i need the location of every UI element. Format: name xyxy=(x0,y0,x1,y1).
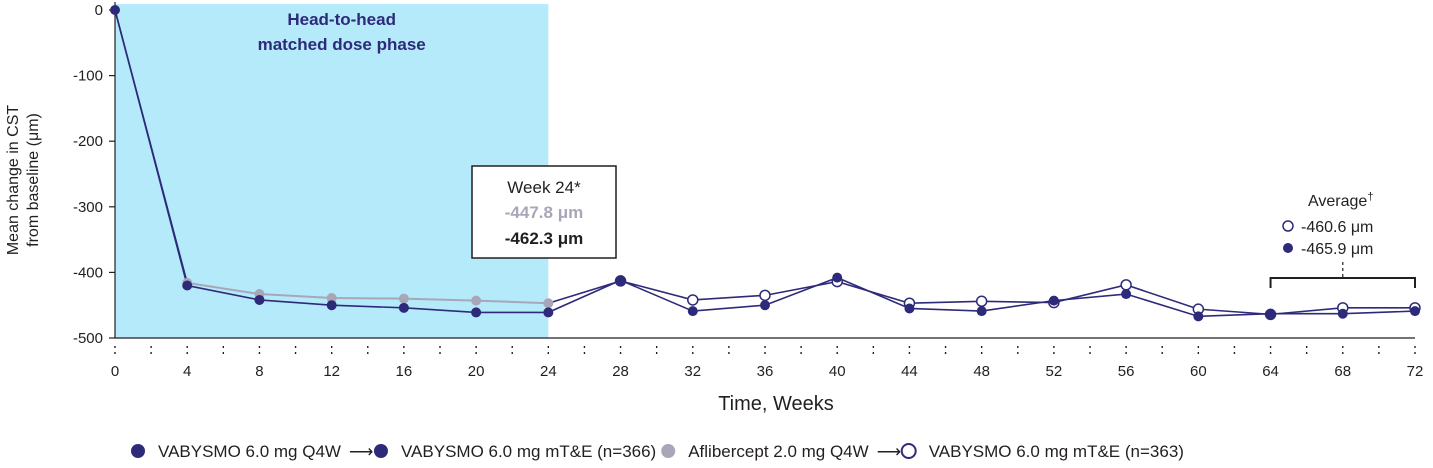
x-tick-label: 68 xyxy=(1334,363,1351,380)
legend-label: VABYSMO 6.0 mg mT&E (n=366) xyxy=(401,442,656,461)
average-title-text: Average xyxy=(1308,193,1367,210)
y-tick-label: -200 xyxy=(73,133,103,150)
average-title: Average† xyxy=(1308,191,1373,210)
legend-arrow: ⟶ xyxy=(349,442,373,461)
x-ticks: 0 4 8 12 16 20 24 28 32 36 40 44 48 52 56 60 64 68 72 xyxy=(111,346,1424,380)
phase-label-line-1: Head-to-head xyxy=(287,10,396,29)
aflibercept-point xyxy=(975,295,988,308)
vabysmo-point xyxy=(832,272,843,283)
y-tick-label: -300 xyxy=(73,199,103,216)
average-bracket xyxy=(1269,277,1416,288)
legend-marker xyxy=(373,444,388,458)
vabysmo-point xyxy=(1193,311,1204,322)
y-tick-label: -100 xyxy=(73,68,103,85)
x-tick-label: 48 xyxy=(973,363,990,380)
y-axis-label-line-2: from baseline (μm) xyxy=(25,113,42,247)
x-tick-label: 56 xyxy=(1118,363,1135,380)
y-tick-label: -500 xyxy=(73,330,103,347)
legend-marker xyxy=(661,444,676,458)
vabysmo-point xyxy=(1410,306,1420,317)
y-tick-label: 0 xyxy=(95,2,103,19)
week-24-aflibercept-value: -447.8 μm xyxy=(505,203,583,222)
vabysmo-point xyxy=(1048,295,1059,306)
phase-label-line-2: matched dose phase xyxy=(258,35,426,54)
x-tick-label: 12 xyxy=(323,363,340,380)
vabysmo-point xyxy=(615,275,626,286)
legend-label: VABYSMO 6.0 mg Q4W xyxy=(158,442,341,461)
week-24-callout: Week 24* -447.8 μm -462.3 μm xyxy=(471,165,617,259)
average-superscript: † xyxy=(1367,191,1373,203)
aflibercept-point xyxy=(471,295,482,306)
y-tick-label: -400 xyxy=(73,264,103,281)
y-axis-label-line-1: Mean change in CST xyxy=(5,105,22,256)
average-filled-marker xyxy=(1283,243,1293,253)
vabysmo-point xyxy=(1121,289,1132,300)
aflibercept-line-q4w xyxy=(187,281,549,305)
vabysmo-point xyxy=(543,307,554,318)
legend-marker xyxy=(131,444,145,458)
vabysmo-point xyxy=(326,300,337,311)
series-layer xyxy=(110,5,1421,322)
aflibercept-point xyxy=(543,298,554,309)
week-24-title: Week 24* xyxy=(507,178,581,197)
week-24-vabysmo-value: -462.3 μm xyxy=(505,229,583,248)
x-tick-label: 44 xyxy=(901,363,918,380)
vabysmo-point xyxy=(976,306,987,317)
vabysmo-point xyxy=(254,294,265,305)
aflibercept-point xyxy=(398,293,409,304)
vabysmo-point xyxy=(182,280,193,291)
vabysmo-point xyxy=(1265,308,1276,319)
legend: VABYSMO 6.0 mg Q4W ⟶ VABYSMO 6.0 mg mT&E (… xyxy=(131,442,1184,461)
vabysmo-point xyxy=(471,307,482,318)
x-tick-label: 52 xyxy=(1046,363,1063,380)
aflibercept-point xyxy=(326,292,337,303)
average-open-value: -460.6 μm xyxy=(1301,219,1373,236)
vabysmo-point xyxy=(687,306,698,317)
vabysmo-point xyxy=(760,300,770,311)
x-tick-label: 40 xyxy=(829,363,846,380)
average-filled-value: -465.9 μm xyxy=(1301,241,1373,258)
x-tick-label: 16 xyxy=(396,363,413,380)
legend-arrow: ⟶ xyxy=(877,442,901,461)
vabysmo-point xyxy=(110,5,120,15)
average-open-marker xyxy=(1282,220,1294,232)
x-tick-label: 24 xyxy=(540,363,557,380)
week-24-callout-box xyxy=(471,165,617,259)
x-tick-label: 72 xyxy=(1407,363,1424,380)
x-tick-label: 60 xyxy=(1190,363,1207,380)
vabysmo-point xyxy=(398,302,409,313)
aflibercept-point xyxy=(687,294,699,306)
x-tick-label: 4 xyxy=(183,363,191,380)
x-tick-label: 64 xyxy=(1262,363,1279,380)
x-axis-label: Time, Weeks xyxy=(718,393,834,415)
y-ticks: 0 -100 -200 -300 -400 -500 xyxy=(73,2,115,347)
x-tick-label: 28 xyxy=(612,363,629,380)
aflibercept-point xyxy=(1120,279,1132,291)
aflibercept-point xyxy=(759,289,771,302)
x-tick-label: 20 xyxy=(468,363,485,380)
x-tick-label: 36 xyxy=(757,363,774,380)
legend-marker xyxy=(900,443,917,459)
x-tick-label: 32 xyxy=(684,363,701,380)
legend-label: Aflibercept 2.0 mg Q4W xyxy=(688,442,868,461)
average-callout: Average† -460.6 μm -465.9 μm xyxy=(1269,191,1416,288)
legend-label: VABYSMO 6.0 mg mT&E (n=363) xyxy=(929,442,1184,461)
x-tick-label: 8 xyxy=(255,363,263,380)
vabysmo-point xyxy=(1337,308,1348,319)
x-tick-label: 0 xyxy=(111,363,119,380)
vabysmo-point xyxy=(904,303,915,314)
